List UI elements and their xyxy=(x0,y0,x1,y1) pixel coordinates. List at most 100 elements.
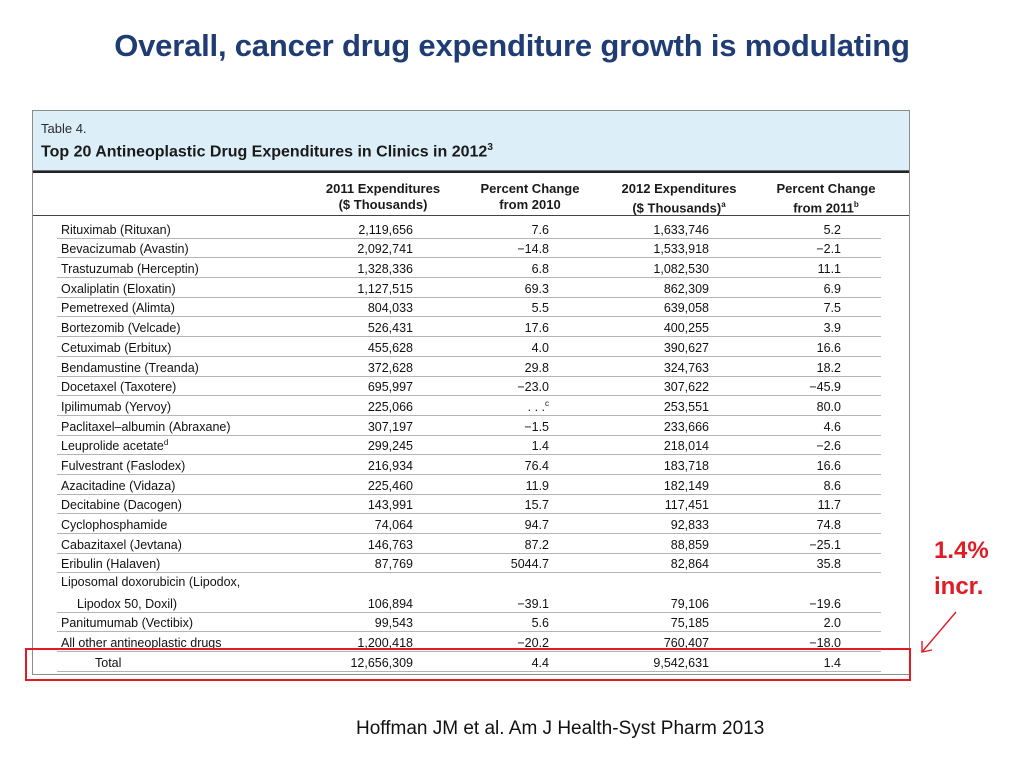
expenditure-2012: 117,451 xyxy=(665,498,709,512)
drug-name-text: Rituximab (Rituxan) xyxy=(61,222,171,237)
expenditure-2012: 75,185 xyxy=(671,616,709,630)
pct-change-2010: 11.9 xyxy=(526,479,549,493)
row-rule xyxy=(57,395,881,397)
pct-change-2010: 15.7 xyxy=(525,498,549,512)
drug-name: Trastuzumab (Herceptin) xyxy=(61,262,199,276)
row-rule xyxy=(57,651,881,653)
pct-change-2011: −2.1 xyxy=(816,242,841,256)
expenditure-2012: 390,627 xyxy=(664,341,709,355)
expenditure-2011-text: 372,628 xyxy=(367,360,413,375)
pct-change-2010: 5.5 xyxy=(532,301,549,315)
pct-change-2011-text: −19.6 xyxy=(809,596,841,611)
pct-change-2011: −25.1 xyxy=(809,538,841,552)
expenditure-2011: 87,769 xyxy=(375,557,413,571)
row-rule xyxy=(57,513,881,515)
pct-change-2010-text: 76.4 xyxy=(524,458,549,473)
pct-change-2010: 87.2 xyxy=(525,538,549,552)
col-header-2011: 2011 Expenditures ($ Thousands) xyxy=(303,181,463,213)
expenditure-2012-text: 1,533,918 xyxy=(653,242,709,257)
table-row: Rituximab (Rituxan) 2,119,656 7.6 1,633,746… xyxy=(33,219,909,239)
expenditure-2011: 804,033 xyxy=(368,301,413,315)
expenditure-2012: 862,309 xyxy=(664,282,709,296)
expenditure-2012-text: 79,106 xyxy=(670,596,709,611)
drug-name-text: Trastuzumab (Herceptin) xyxy=(61,262,199,277)
expenditure-2011-text: 695,997 xyxy=(367,380,413,395)
table-row: Oxaliplatin (Eloxatin) 1,127,515 69.3 862,3… xyxy=(33,278,909,298)
drug-name: All other antineoplastic drugs xyxy=(61,636,222,650)
pct-change-2011: 11.7 xyxy=(818,498,841,512)
expenditure-2011: 74,064 xyxy=(375,518,413,532)
col-header-2011-line2: ($ Thousands) xyxy=(338,197,428,212)
pct-change-2010: −39.1 xyxy=(517,597,549,611)
drug-name-text: Pemetrexed (Alimta) xyxy=(61,301,175,316)
expenditure-2012-text: 92,833 xyxy=(670,518,709,532)
expenditure-2012-text: 88,859 xyxy=(670,537,709,552)
table-number: Table 4. xyxy=(41,121,87,136)
expenditure-2011: 146,763 xyxy=(368,538,413,552)
row-rule xyxy=(57,631,881,633)
drug-name: Fulvestrant (Faslodex) xyxy=(61,459,185,473)
drug-name: Decitabine (Dacogen) xyxy=(61,498,182,512)
annotation-note: 1.4% incr. xyxy=(934,533,989,605)
pct-change-2010: −20.2 xyxy=(517,636,549,650)
table-caption-sup: 3 xyxy=(487,142,493,153)
pct-change-2011: 16.6 xyxy=(817,459,841,473)
table-row: Cetuximab (Erbitux) 455,628 4.0 390,627 16.6 xyxy=(33,337,909,357)
drug-name-text: All other antineoplastic drugs xyxy=(61,636,222,651)
col-header-2012: 2012 Expenditures ($ Thousands)a xyxy=(599,181,759,216)
drug-name-text: Paclitaxel–albumin (Abraxane) xyxy=(61,419,231,434)
expenditure-2011-text: 804,033 xyxy=(367,301,413,316)
expenditure-2011: 225,066 xyxy=(368,400,413,414)
table-row: Leuprolide acetated 299,245 1.4 218,014 −2.6 xyxy=(33,436,909,456)
table-row: Fulvestrant (Faslodex) 216,934 76.4 183,718… xyxy=(33,455,909,475)
expenditure-2011: 1,127,515 xyxy=(357,282,413,296)
table-row: Trastuzumab (Herceptin) 1,328,336 6.8 1,082… xyxy=(33,258,909,279)
expenditure-2011-text: 307,197 xyxy=(367,419,413,434)
expenditure-2011-text: 2,092,741 xyxy=(357,242,413,257)
pct-change-2011-text: 35.8 xyxy=(816,557,841,572)
pct-change-2011: 18.2 xyxy=(817,361,841,375)
expenditure-2011-text: 225,460 xyxy=(367,478,413,493)
row-rule xyxy=(57,237,881,239)
expenditure-2012: 92,833 xyxy=(671,518,709,532)
expenditure-2011: 12,656,309 xyxy=(350,656,413,670)
pct-change-2011-text: 11.7 xyxy=(817,498,841,513)
drug-name-text: Bevacizumab (Avastin) xyxy=(61,242,189,257)
pct-change-2010: 6.8 xyxy=(532,262,549,276)
annotation-incr: incr. xyxy=(934,573,984,600)
drug-name: Bevacizumab (Avastin) xyxy=(61,242,189,256)
pct-change-2010-sup: c xyxy=(545,398,549,408)
expenditure-2011: 143,991 xyxy=(368,498,413,512)
expenditure-2012: 400,255 xyxy=(664,321,709,335)
pct-change-2010-text: 1.4 xyxy=(531,439,549,454)
pct-change-2010: 94.7 xyxy=(525,518,549,532)
expenditure-2012-text: 218,014 xyxy=(663,439,709,454)
table-row: Bortezomib (Velcade) 526,431 17.6 400,255 3.… xyxy=(33,317,909,338)
drug-name: Liposomal doxorubicin (Lipodox, xyxy=(61,575,241,590)
expenditure-2012-text: 182,149 xyxy=(663,478,709,493)
annotation-percent: 1.4% xyxy=(934,537,989,564)
pct-change-2011-text: −2.1 xyxy=(816,242,841,257)
pct-change-2010: 69.3 xyxy=(525,282,549,296)
pct-change-2011-text: −2.6 xyxy=(816,439,841,454)
row-rule xyxy=(57,316,881,318)
pct-change-2010: −23.0 xyxy=(517,380,549,394)
drug-name: Panitumumab (Vectibix) xyxy=(61,616,193,630)
expenditure-2012-text: 324,763 xyxy=(663,360,709,375)
pct-change-2011-text: 80.0 xyxy=(816,399,841,414)
pct-change-2011: 6.9 xyxy=(824,282,841,296)
expenditure-2011-text: 2,119,656 xyxy=(358,222,413,237)
expenditure-2012: 9,542,631 xyxy=(653,656,709,670)
table-row-total: Total 12,656,309 4.4 9,542,631 1.4 xyxy=(33,652,909,672)
expenditure-2011: 526,431 xyxy=(368,321,413,335)
pct-change-2010: 7.6 xyxy=(532,223,549,237)
expenditure-2012: 79,106 xyxy=(671,597,709,611)
expenditure-2012-text: 400,255 xyxy=(663,321,709,336)
expenditure-2011-text: 526,431 xyxy=(367,321,413,336)
expenditure-2012-text: 183,718 xyxy=(663,458,709,473)
expenditure-2011-text: 1,328,336 xyxy=(357,262,413,277)
drug-name: Azacitadine (Vidaza) xyxy=(61,479,175,493)
expenditure-2011: 1,200,418 xyxy=(357,636,413,650)
pct-change-2011-text: 7.5 xyxy=(823,301,841,316)
expenditure-2012-text: 639,058 xyxy=(663,301,709,316)
